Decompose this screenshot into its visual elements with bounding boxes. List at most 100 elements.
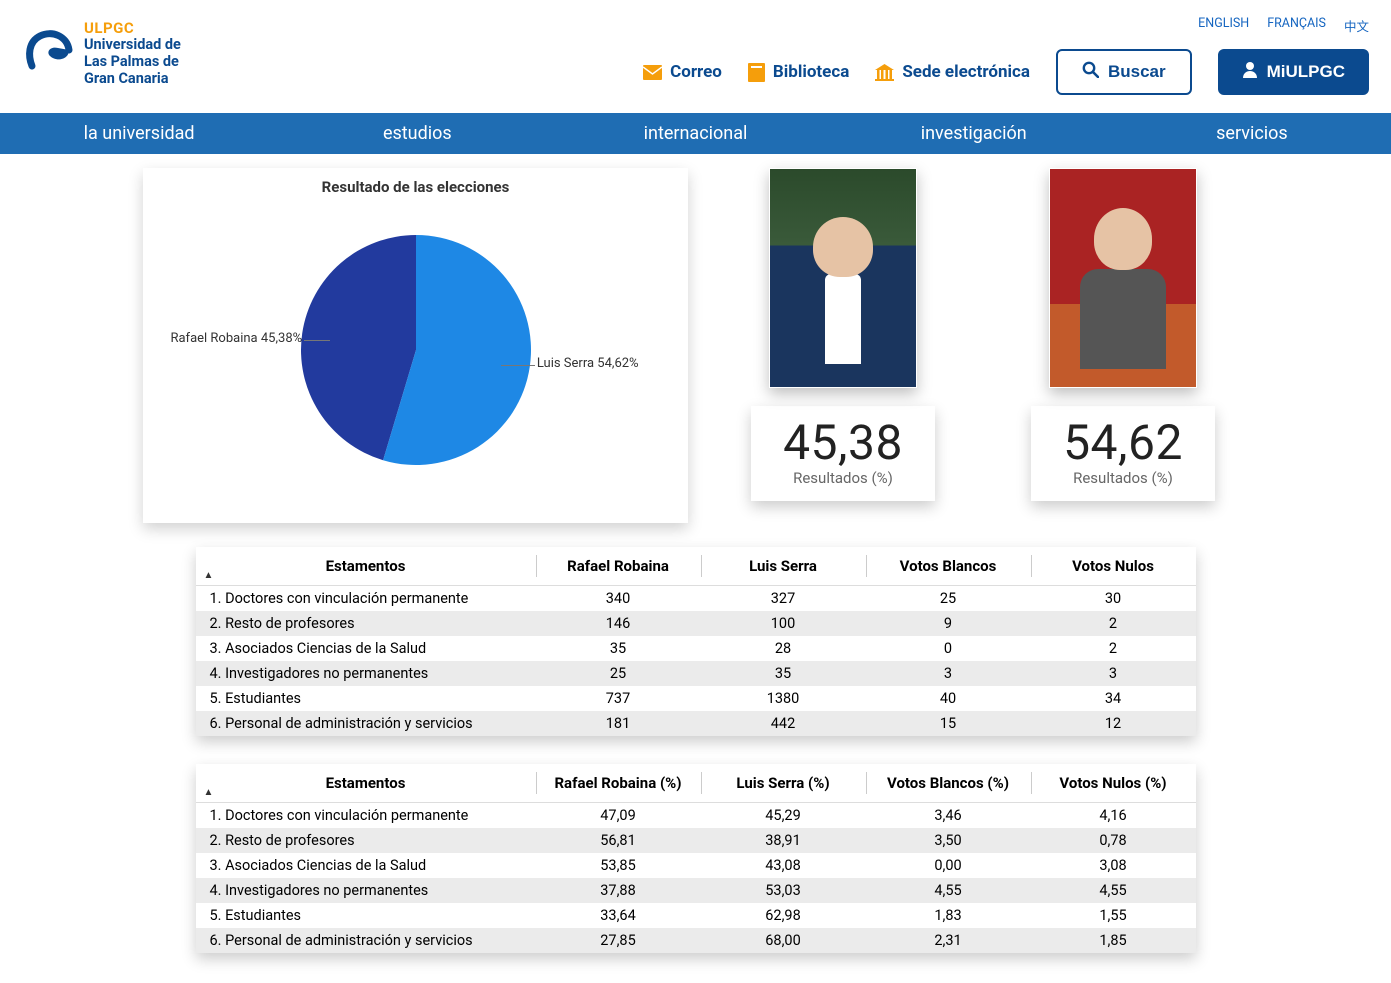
table-pct-col-3[interactable]: Votos Blancos (%): [866, 764, 1031, 803]
biblioteca-link[interactable]: Biblioteca: [748, 62, 849, 82]
logo-line-2: Universidad de: [84, 37, 181, 54]
sort-asc-icon: ▲: [204, 787, 214, 798]
nav-item-3[interactable]: investigación: [835, 113, 1113, 154]
table-votes-cell: 100: [701, 611, 866, 636]
search-label: Buscar: [1108, 62, 1166, 82]
table-pct-cell: 43,08: [701, 853, 866, 878]
table-votes-cell: 1380: [701, 686, 866, 711]
election-pie-chart: Resultado de las elecciones Rafael Robai…: [143, 168, 688, 523]
table-pct-cell: 33,64: [536, 903, 701, 928]
lang-francais[interactable]: FRANÇAIS: [1267, 16, 1326, 35]
table-pct-cell: 2. Resto de profesores: [196, 828, 536, 853]
table-pct-row: 3. Asociados Ciencias de la Salud53,8543…: [196, 853, 1196, 878]
table-votes-col-0[interactable]: Estamentos▲: [196, 547, 536, 586]
candidate-2-percent: 54,62: [1063, 414, 1183, 471]
logo-link[interactable]: ULPGC Universidad de Las Palmas de Gran …: [22, 10, 181, 87]
table-votes-cell: 2. Resto de profesores: [196, 611, 536, 636]
candidate-1-result: 45,38 Resultados (%): [751, 406, 935, 501]
table-votes-col-3[interactable]: Votos Blancos: [866, 547, 1031, 586]
table-votes-cell: 28: [701, 636, 866, 661]
nav-item-4[interactable]: servicios: [1113, 113, 1391, 154]
table-pct-cell: 4,55: [866, 878, 1031, 903]
table-votes-cell: 2: [1031, 611, 1196, 636]
candidate-1-sub: Resultados (%): [783, 469, 903, 487]
user-icon: [1242, 61, 1258, 83]
table-votes-row: 5. Estudiantes73713804034: [196, 686, 1196, 711]
table-votes-cell: 3. Asociados Ciencias de la Salud: [196, 636, 536, 661]
pie-label-0: Rafael Robaina 45,38%: [170, 331, 302, 346]
pie-leader-0: [304, 340, 330, 341]
ulpgc-logo-icon: [22, 26, 78, 82]
pie-leader-1: [501, 365, 535, 366]
table-votes-row: 3. Asociados Ciencias de la Salud352802: [196, 636, 1196, 661]
table-pct-cell: 53,85: [536, 853, 701, 878]
search-button[interactable]: Buscar: [1056, 49, 1192, 95]
sede-link[interactable]: Sede electrónica: [875, 62, 1030, 82]
nav-item-2[interactable]: internacional: [556, 113, 834, 154]
table-pct-cell: 0,78: [1031, 828, 1196, 853]
table-pct-cell: 4. Investigadores no permanentes: [196, 878, 536, 903]
table-votes-cell: 15: [866, 711, 1031, 736]
sede-label: Sede electrónica: [902, 62, 1030, 82]
sort-asc-icon: ▲: [204, 570, 214, 581]
nav-item-1[interactable]: estudios: [278, 113, 556, 154]
lang-english[interactable]: ENGLISH: [1198, 16, 1249, 35]
biblioteca-label: Biblioteca: [773, 62, 849, 82]
table-pct-cell: 6. Personal de administración y servicio…: [196, 928, 536, 953]
book-icon: [748, 63, 765, 82]
table-pct-cell: 56,81: [536, 828, 701, 853]
table-votes-row: 4. Investigadores no permanentes253533: [196, 661, 1196, 686]
table-pct-cell: 4,16: [1031, 803, 1196, 829]
table-votes: Estamentos▲Rafael RobainaLuis SerraVotos…: [196, 547, 1196, 736]
table-pct-cell: 0,00: [866, 853, 1031, 878]
search-icon: [1082, 61, 1099, 83]
miulpgc-button[interactable]: MiULPGC: [1218, 49, 1369, 95]
table-pct-cell: 53,03: [701, 878, 866, 903]
table-votes-cell: 35: [536, 636, 701, 661]
table-pct-row: 4. Investigadores no permanentes37,8853,…: [196, 878, 1196, 903]
table-pct-cell: 3,46: [866, 803, 1031, 829]
chart-title: Resultado de las elecciones: [161, 178, 670, 196]
table-votes-cell: 146: [536, 611, 701, 636]
table-pct-row: 1. Doctores con vinculación permanente47…: [196, 803, 1196, 829]
table-pct-cell: 1. Doctores con vinculación permanente: [196, 803, 536, 829]
table-votes-cell: 40: [866, 686, 1031, 711]
table-pct-cell: 2,31: [866, 928, 1031, 953]
table-pct: Estamentos▲Rafael Robaina (%)Luis Serra …: [196, 764, 1196, 953]
table-votes-cell: 340: [536, 586, 701, 612]
table-pct-col-4[interactable]: Votos Nulos (%): [1031, 764, 1196, 803]
miulpgc-label: MiULPGC: [1267, 62, 1345, 82]
building-icon: [875, 64, 894, 81]
nav-bar: la universidadestudiosinternacionalinves…: [0, 113, 1391, 154]
candidate-2-result: 54,62 Resultados (%): [1031, 406, 1215, 501]
table-votes-cell: 34: [1031, 686, 1196, 711]
table-votes-cell: 35: [701, 661, 866, 686]
table-votes-cell: 737: [536, 686, 701, 711]
table-pct-cell: 5. Estudiantes: [196, 903, 536, 928]
table-votes-col-2[interactable]: Luis Serra: [701, 547, 866, 586]
table-pct-col-0[interactable]: Estamentos▲: [196, 764, 536, 803]
candidate-1-percent: 45,38: [783, 414, 903, 471]
table-pct-card: Estamentos▲Rafael Robaina (%)Luis Serra …: [196, 764, 1196, 953]
table-pct-col-1[interactable]: Rafael Robaina (%): [536, 764, 701, 803]
results-row: Resultado de las elecciones Rafael Robai…: [143, 168, 1248, 523]
correo-link[interactable]: Correo: [643, 62, 722, 82]
table-pct-cell: 1,83: [866, 903, 1031, 928]
logo-text: ULPGC Universidad de Las Palmas de Gran …: [84, 20, 181, 87]
mail-icon: [643, 65, 662, 80]
table-votes-cell: 3: [1031, 661, 1196, 686]
table-votes-row: 1. Doctores con vinculación permanente34…: [196, 586, 1196, 612]
table-votes-cell: 30: [1031, 586, 1196, 612]
lang-chinese[interactable]: 中文: [1344, 16, 1369, 35]
table-pct-cell: 45,29: [701, 803, 866, 829]
table-pct-row: 6. Personal de administración y servicio…: [196, 928, 1196, 953]
header: ULPGC Universidad de Las Palmas de Gran …: [0, 0, 1391, 95]
table-pct-cell: 3,08: [1031, 853, 1196, 878]
table-pct-cell: 37,88: [536, 878, 701, 903]
table-pct-cell: 62,98: [701, 903, 866, 928]
candidate-1-photo: [769, 168, 917, 388]
table-pct-col-2[interactable]: Luis Serra (%): [701, 764, 866, 803]
table-votes-col-4[interactable]: Votos Nulos: [1031, 547, 1196, 586]
table-votes-col-1[interactable]: Rafael Robaina: [536, 547, 701, 586]
nav-item-0[interactable]: la universidad: [0, 113, 278, 154]
